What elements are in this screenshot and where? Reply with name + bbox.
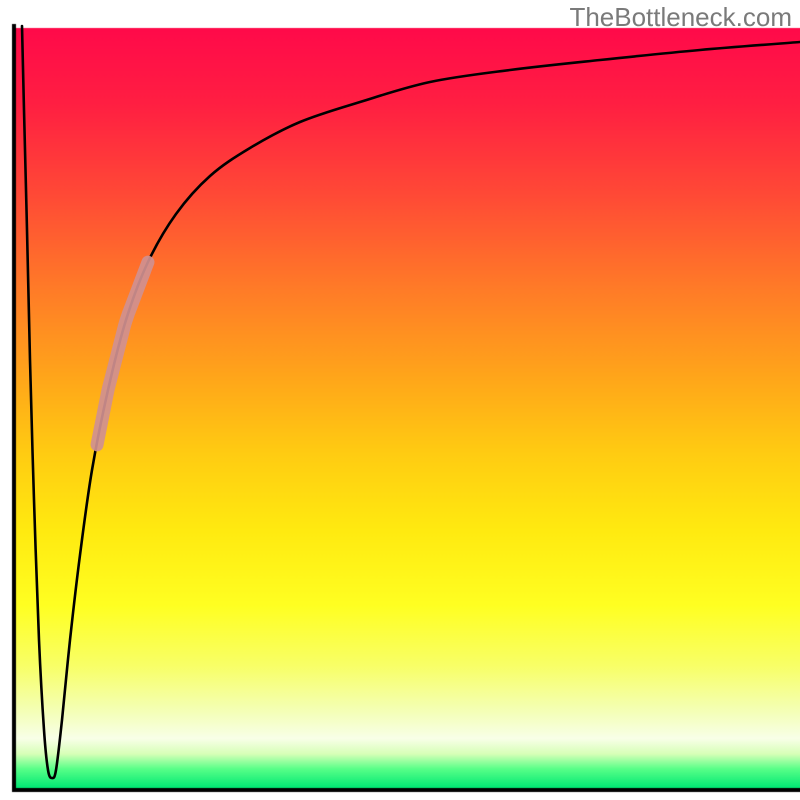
watermark-text: TheBottleneck.com: [569, 2, 792, 33]
bottleneck-chart: TheBottleneck.com: [0, 0, 800, 800]
gradient-background: [0, 0, 800, 800]
